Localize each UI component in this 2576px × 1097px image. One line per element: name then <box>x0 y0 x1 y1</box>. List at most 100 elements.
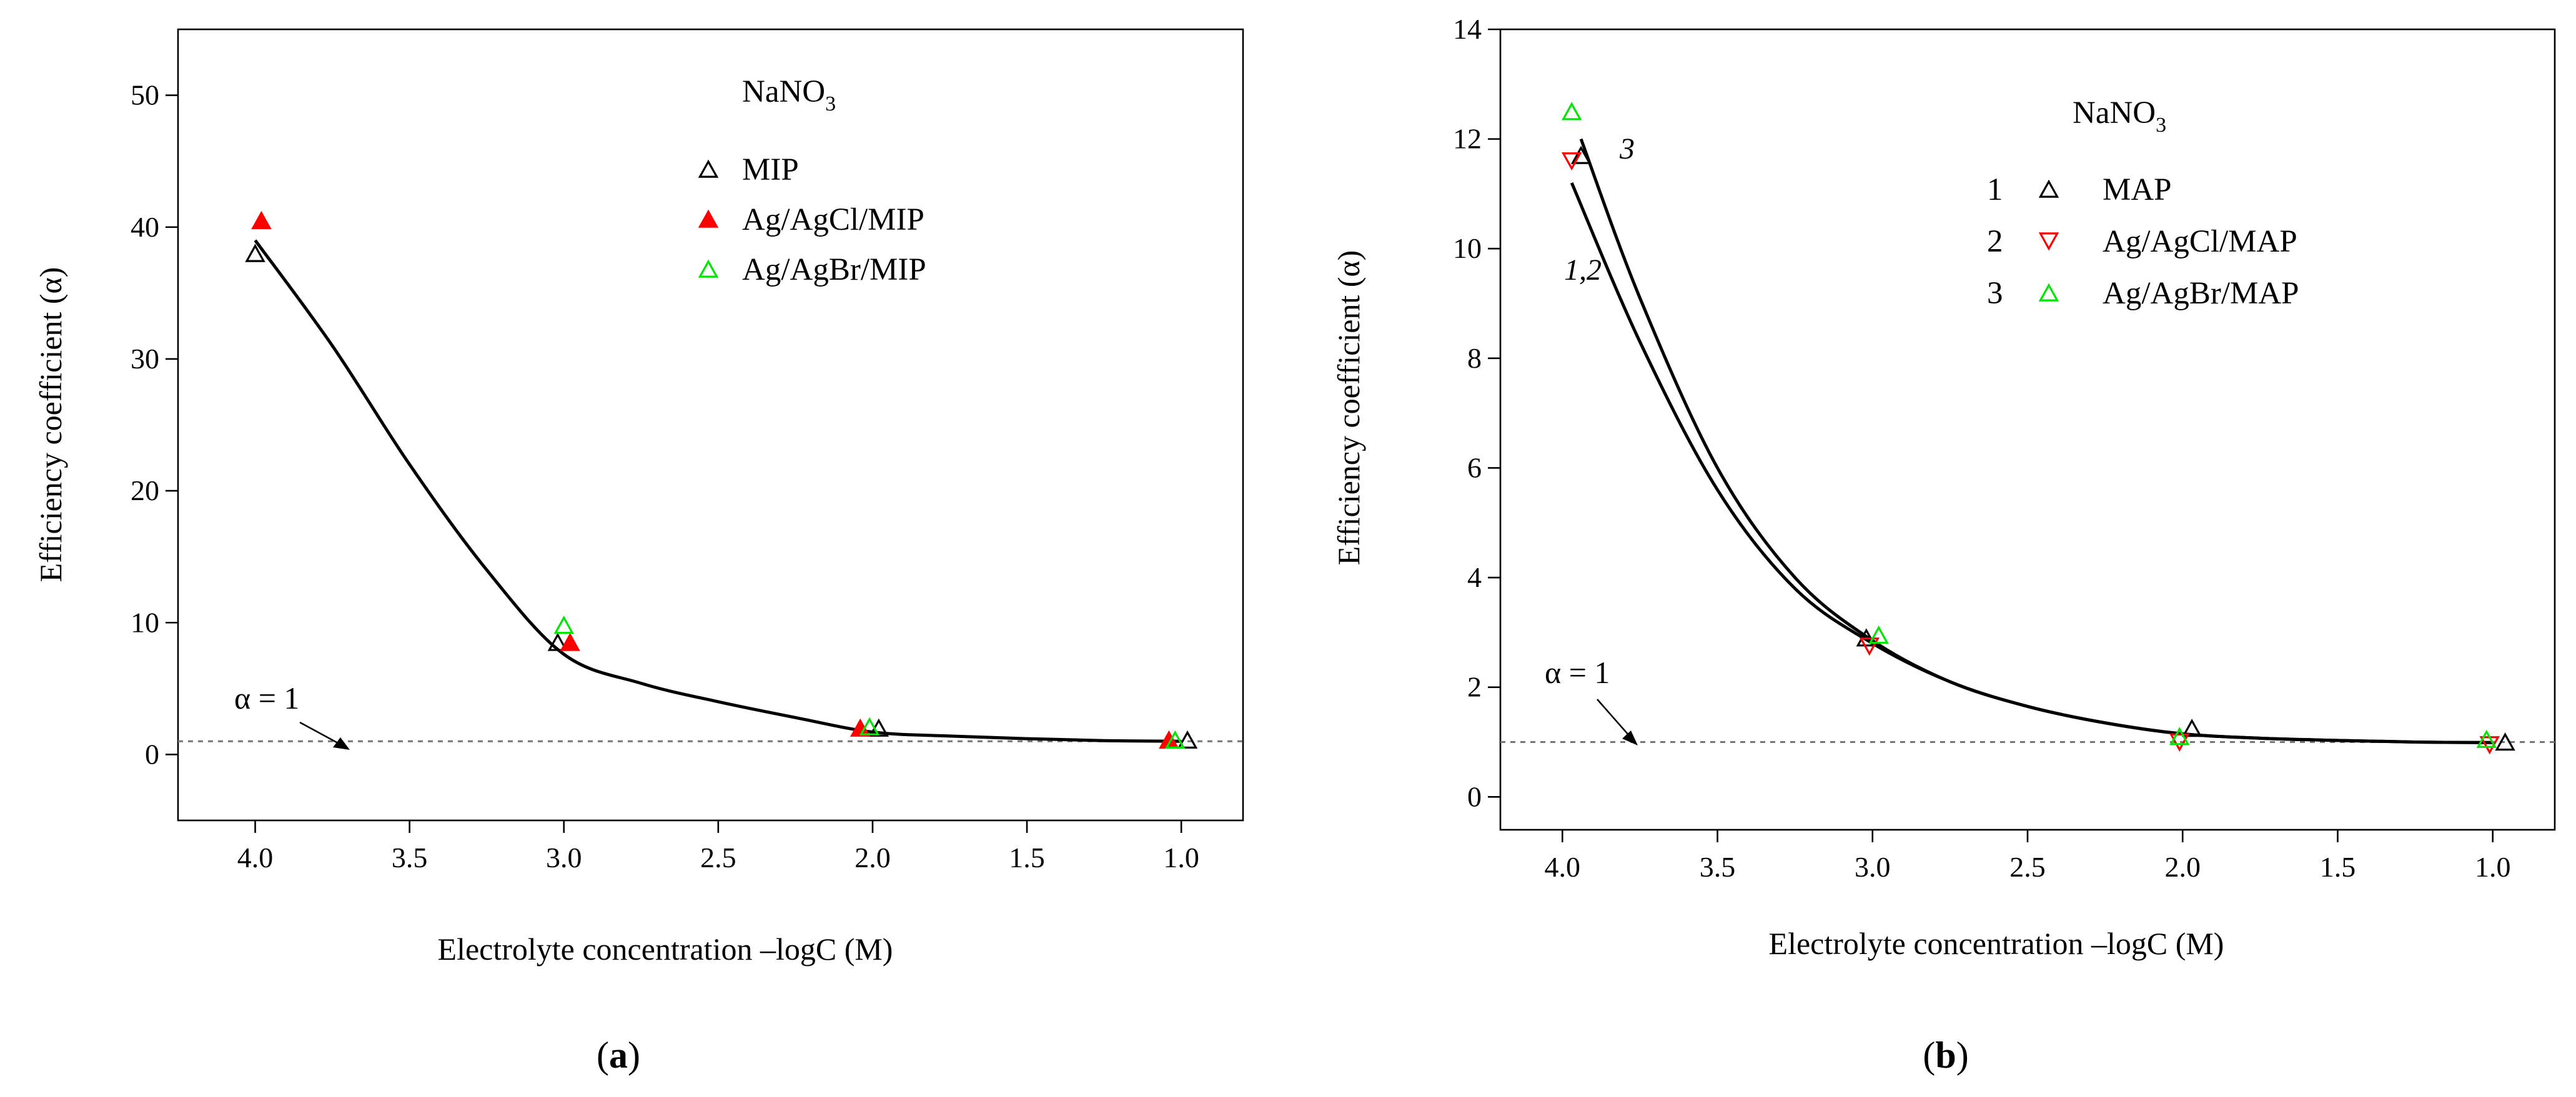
panel-a-legend-title-main: NaNO <box>742 74 825 109</box>
panel-a-legend-title: NaNO3 <box>742 74 836 116</box>
b-legend-marker-2 <box>2038 283 2059 302</box>
panel-b-legend-number-0: 1 <box>1987 172 2003 207</box>
panel-a-legend-items <box>698 159 719 278</box>
panel-a-legend: NaNO3 MIP Ag/AgCl/MIP Ag/AgBr/MIP <box>698 74 926 287</box>
panel-a-caption-letter: a <box>609 1035 628 1076</box>
a-point-2-2 <box>1165 730 1186 749</box>
b-x-tick-label-1: 3.5 <box>1700 851 1736 883</box>
b-x-tick-label-5: 1.5 <box>2320 851 2356 883</box>
panel-b-legend-label-1: Ag/AgCl/MAP <box>2103 224 2297 259</box>
panel-b-caption: (b) <box>1923 1035 1968 1076</box>
a-point-0-3 <box>1177 730 1198 749</box>
b-point-0-3 <box>2495 732 2515 751</box>
panel-b-curve-label-3: 3 <box>1619 132 1635 165</box>
b-point-2-1 <box>1868 625 1889 644</box>
a-legend-marker-2 <box>698 259 719 278</box>
panel-a-caption-close: ) <box>628 1035 640 1076</box>
panel-b-y-axis-title: Efficiency coefficient (α) <box>1331 250 1366 566</box>
panel-b-legend-title-main: NaNO <box>2073 96 2156 130</box>
b-x-tick-label-2: 3.0 <box>1855 851 1891 883</box>
panel-a-data-points <box>245 210 1198 749</box>
b-y-tick-label-2: 4 <box>1467 561 1482 593</box>
panel-b-caption-close: ) <box>1956 1035 1969 1076</box>
b-y-tick-label-6: 12 <box>1453 123 1482 155</box>
panel-b-legend-items <box>2038 179 2059 302</box>
a-fit-curve-0 <box>254 239 1182 743</box>
b-y-tick-label-1: 2 <box>1467 671 1482 703</box>
a-x-tick-label-1: 3.5 <box>392 842 428 873</box>
panel-b-alpha-label: α = 1 <box>1545 655 1610 690</box>
panel-a-alpha-arrowhead <box>333 737 350 750</box>
b-y-tick-label-7: 14 <box>1453 13 1482 45</box>
b-x-tick-label-0: 4.0 <box>1545 851 1581 883</box>
a-x-tick-label-0: 4.0 <box>237 842 274 873</box>
a-legend-marker-1 <box>698 209 719 228</box>
panel-a-legend-title-subscript: 3 <box>825 92 836 116</box>
panel-b-caption-letter: b <box>1935 1035 1956 1076</box>
panel-b-legend-number-2: 3 <box>1987 276 2003 311</box>
a-y-tick-label-5: 50 <box>131 79 159 111</box>
b-point-0-2 <box>2181 719 2202 737</box>
a-point-1-0 <box>251 210 272 229</box>
b-x-tick-label-4: 2.0 <box>2164 851 2201 883</box>
b-legend-marker-1 <box>2038 232 2059 251</box>
a-y-tick-label-4: 40 <box>131 211 159 243</box>
a-point-2-1 <box>859 717 880 735</box>
panel-a-y-axis-title: Efficiency coefficient (α) <box>33 267 68 583</box>
b-point-1-1 <box>1859 637 1880 656</box>
a-y-tick-label-2: 20 <box>131 475 159 506</box>
panel-b-legend-title: NaNO3 <box>2073 96 2166 137</box>
b-y-tick-label-4: 8 <box>1467 342 1482 374</box>
a-x-tick-label-3: 2.5 <box>700 842 736 873</box>
panel-b-x-axis-title: Electrolyte concentration –logC (M) <box>1769 926 2224 961</box>
b-point-2-2 <box>2169 727 2190 745</box>
a-point-0-0 <box>245 244 265 262</box>
panel-b-legend: NaNO3 1 2 3 MAP Ag/AgCl/MAP Ag/AgBr/MAP <box>1987 96 2299 311</box>
a-y-tick-label-1: 10 <box>131 606 159 638</box>
panel-a-legend-label-1: Ag/AgCl/MIP <box>742 202 924 237</box>
panel-b-legend-title-subscript: 3 <box>2156 114 2166 137</box>
a-y-tick-label-0: 0 <box>145 738 159 770</box>
panel-b-alpha-arrow <box>1597 699 1634 741</box>
b-point-1-0 <box>1561 152 1582 171</box>
b-point-2-3 <box>2476 729 2497 748</box>
a-point-1-1 <box>560 632 580 651</box>
b-x-tick-label-3: 2.5 <box>2009 851 2046 883</box>
b-fit-curve-1 <box>1579 138 2493 744</box>
panel-a-axes: 4.0 3.5 3.0 2.5 2.0 1.5 1.0 0 10 20 30 40 50 <box>131 79 1199 873</box>
panel-a-legend-label-2: Ag/AgBr/MIP <box>742 252 926 287</box>
a-x-tick-label-5: 1.5 <box>1009 842 1045 873</box>
b-y-tick-label-0: 0 <box>1467 780 1482 812</box>
panel-b-alpha-arrowhead <box>1622 731 1638 745</box>
b-point-0-0 <box>1570 145 1592 164</box>
panel-b-data-points <box>1561 102 2515 755</box>
b-legend-marker-0 <box>2038 179 2059 198</box>
a-point-0-1 <box>547 632 568 651</box>
b-point-2-0 <box>1561 102 1582 121</box>
a-x-tick-label-4: 2.0 <box>855 842 891 873</box>
a-y-tick-label-3: 30 <box>131 343 159 375</box>
panel-a-alpha-label: α = 1 <box>234 681 299 716</box>
panel-b-curve-label-1-2: 1,2 <box>1564 253 1602 287</box>
a-x-tick-label-6: 1.0 <box>1163 842 1199 873</box>
b-point-1-2 <box>2169 733 2190 752</box>
panel-a-caption: (a) <box>597 1035 640 1076</box>
b-x-tick-label-6: 1.0 <box>2475 851 2511 883</box>
panel-a-caption-open: ( <box>597 1035 609 1076</box>
a-legend-marker-0 <box>698 159 719 178</box>
b-y-tick-label-3: 6 <box>1467 451 1482 483</box>
b-y-tick-label-5: 10 <box>1453 232 1482 264</box>
panel-a-plot-frame <box>177 28 1244 822</box>
a-x-tick-label-2: 3.0 <box>546 842 582 873</box>
panel-b-legend-number-1: 2 <box>1987 224 2003 259</box>
panel-b-legend-label-2: Ag/AgBr/MAP <box>2103 276 2299 311</box>
panel-a-x-axis-title: Electrolyte concentration –logC (M) <box>438 932 893 967</box>
panel-a-legend-label-0: MIP <box>742 152 799 187</box>
a-point-2-0 <box>553 616 574 634</box>
panel-b-caption-open: ( <box>1923 1035 1935 1076</box>
panel-b-fit-curves <box>1570 138 2493 744</box>
